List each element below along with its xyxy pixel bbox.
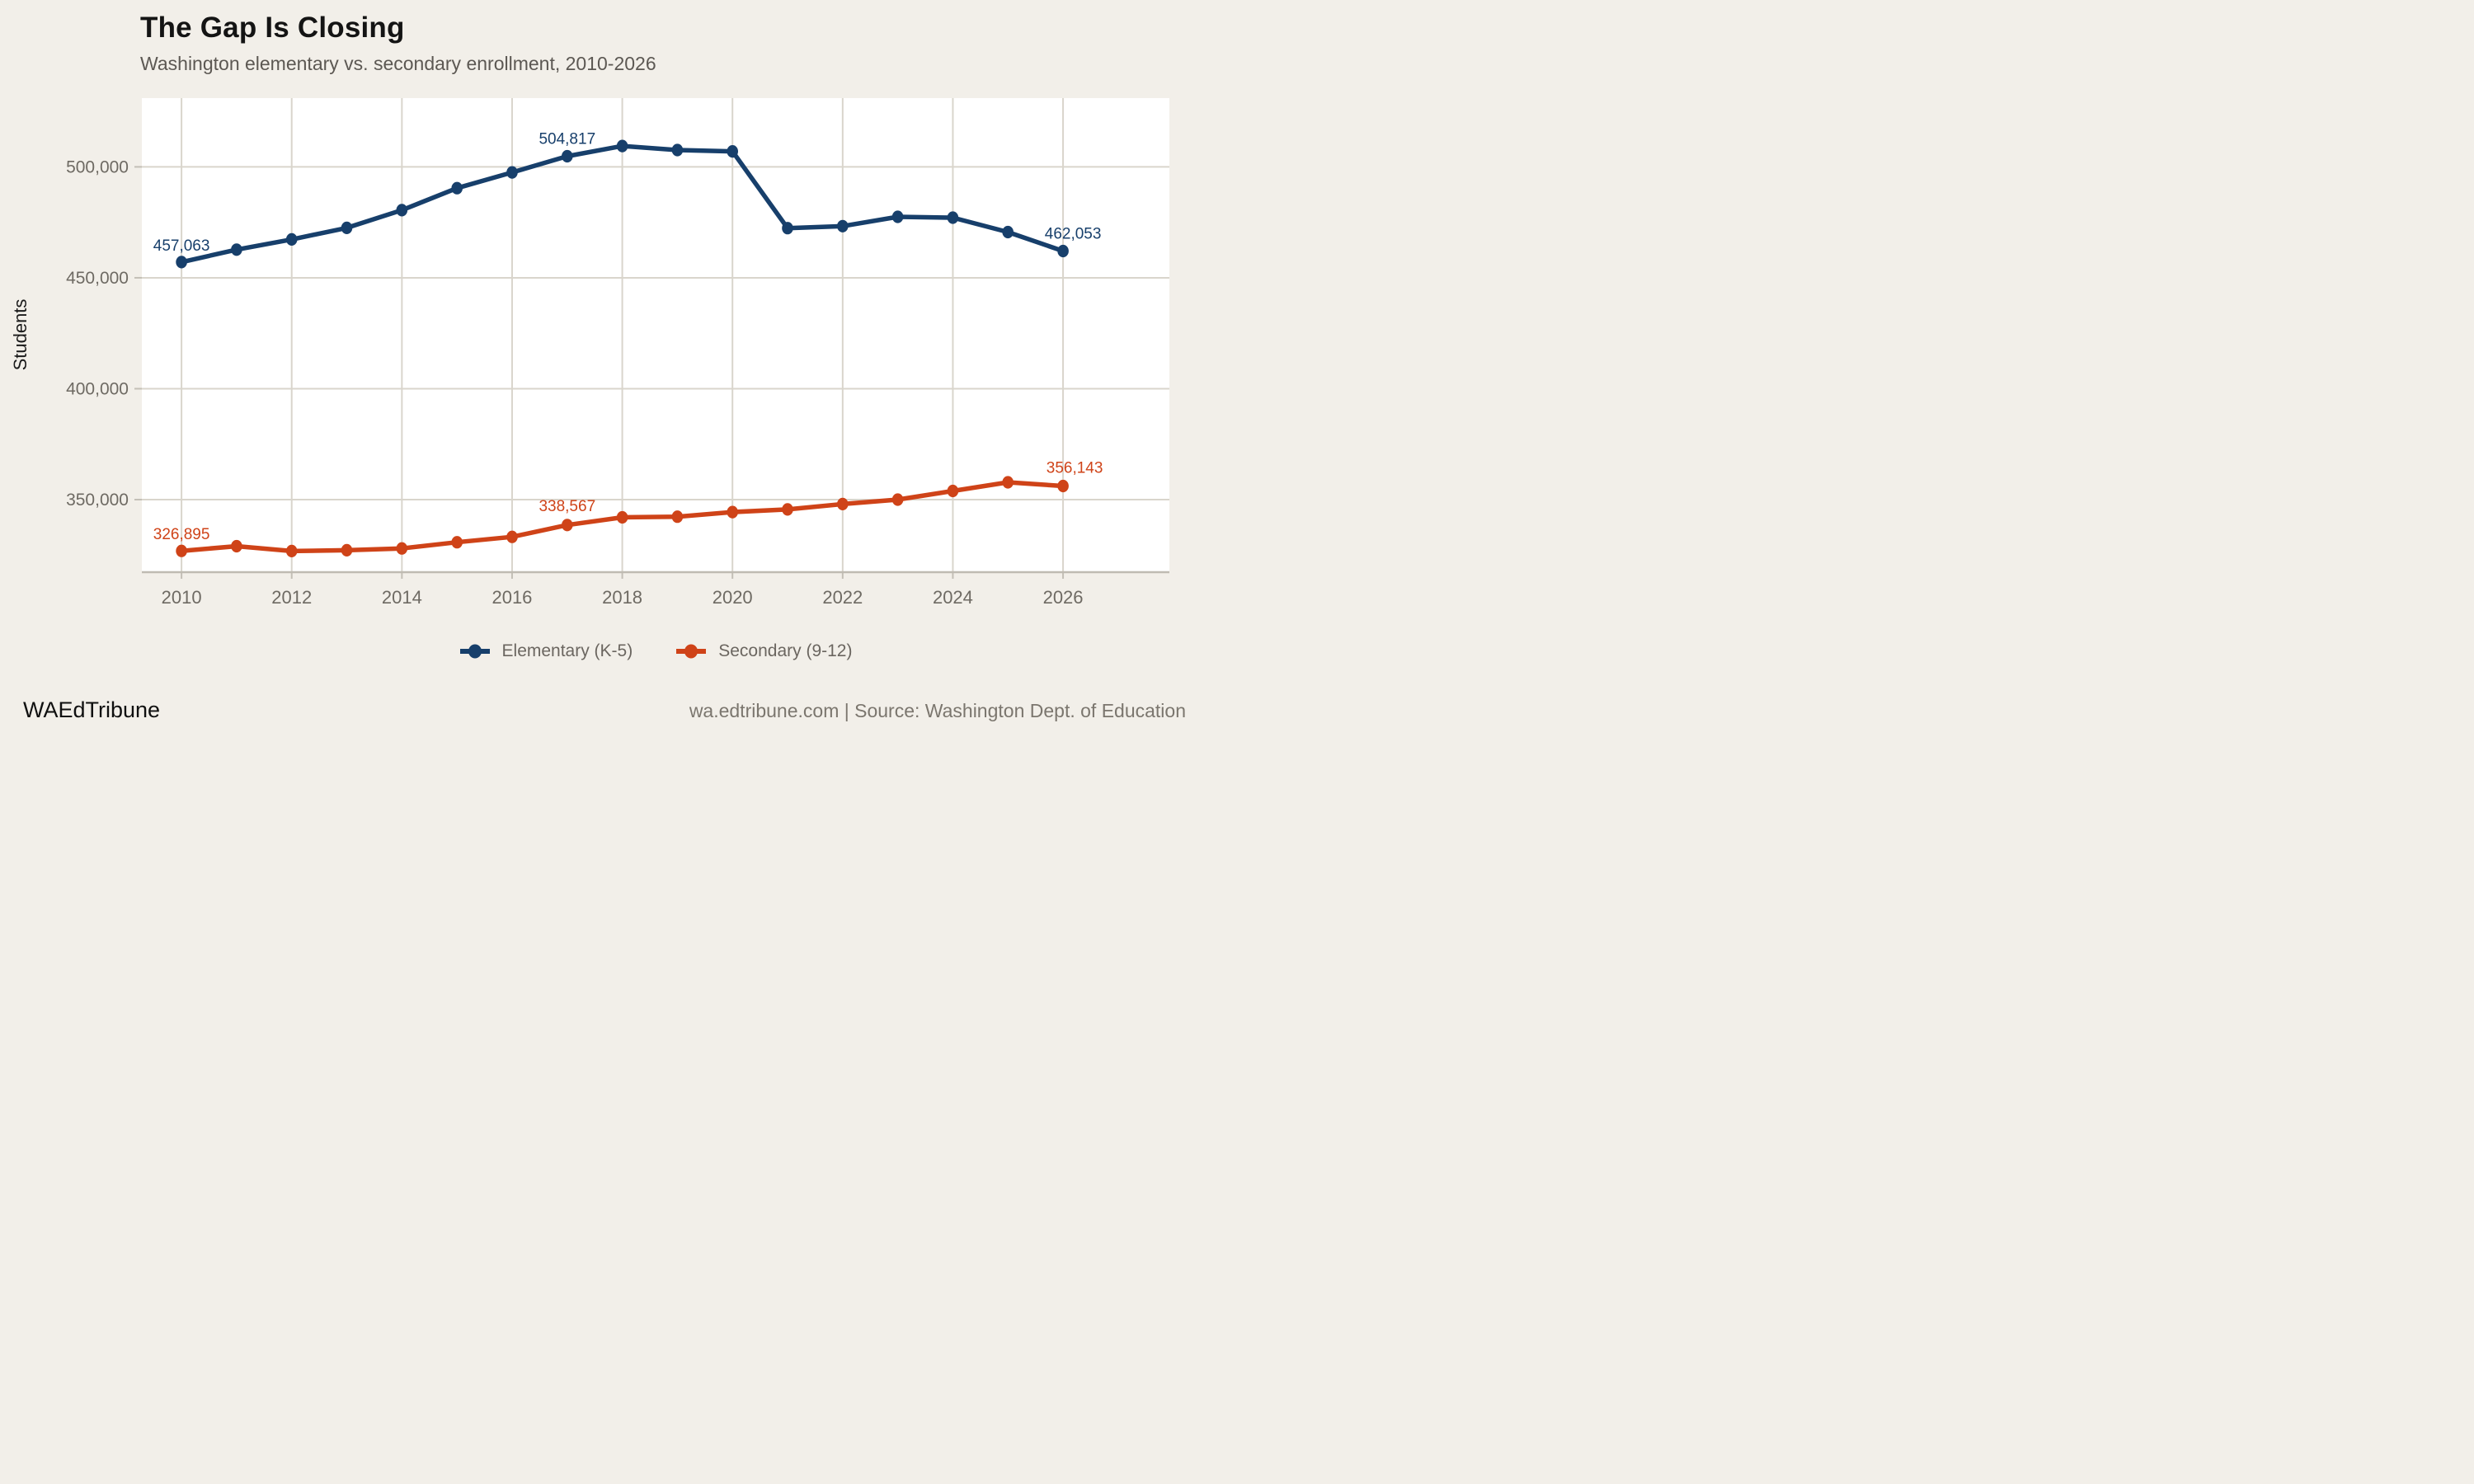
marker-elementary-2011: [231, 243, 242, 256]
tick-label-x-2010: 2010: [162, 587, 202, 608]
marker-elementary-2019: [671, 143, 684, 157]
tick-label-x-2014: 2014: [382, 587, 422, 608]
tick-label-y-400000: 400,000: [66, 379, 129, 398]
marker-secondary-2019: [671, 510, 684, 524]
tick-label-x-2024: 2024: [933, 587, 973, 608]
line-chart: 2010 2012 2014 2016 2018 2020 2022 2024 2026 350,…: [10, 98, 1169, 608]
chart-subtitle: Washington elementary vs. secondary enro…: [140, 53, 656, 74]
marker-secondary-2015: [451, 536, 463, 549]
marker-secondary-2022: [837, 497, 849, 511]
tick-label-x-2018: 2018: [602, 587, 642, 608]
marker-elementary-2021: [782, 222, 793, 235]
marker-secondary-2021: [782, 503, 793, 516]
secondary-legend-marker-icon: [676, 644, 707, 659]
marker-elementary-2014: [396, 204, 408, 217]
footer-source: wa.edtribune.com | Source: Washington De…: [689, 700, 1186, 721]
y-axis-title: Students: [10, 299, 31, 371]
marker-elementary-2016: [506, 166, 518, 179]
data-label-secondary-2017: 338,567: [539, 498, 595, 515]
tick-label-y-350000: 350,000: [66, 491, 129, 510]
tick-label-y-500000: 500,000: [66, 157, 129, 176]
tick-label-x-2016: 2016: [492, 587, 532, 608]
marker-elementary-2013: [341, 221, 353, 234]
tick-label-x-2020: 2020: [713, 587, 753, 608]
marker-secondary-2023: [891, 493, 904, 506]
legend-label-elementary: Elementary (K-5): [501, 641, 633, 660]
footer-brand: WAEdTribune: [23, 697, 161, 722]
marker-secondary-2017: [562, 519, 573, 532]
marker-elementary-2018: [616, 139, 628, 153]
legend-item-secondary: Secondary (9-12): [675, 641, 852, 661]
marker-secondary-2011: [231, 539, 242, 553]
data-label-elementary-2026: 462,053: [1045, 226, 1102, 243]
tick-label-x-2026: 2026: [1043, 587, 1084, 608]
marker-secondary-2014: [396, 542, 408, 555]
marker-elementary-2017: [562, 149, 573, 163]
marker-secondary-2020: [727, 505, 738, 519]
marker-elementary-2010: [176, 256, 187, 269]
marker-secondary-2013: [341, 543, 353, 557]
marker-elementary-2026: [1057, 244, 1069, 258]
marker-elementary-2020: [727, 145, 738, 158]
marker-secondary-2025: [1002, 476, 1014, 489]
legend-label-secondary: Secondary (9-12): [718, 641, 853, 660]
elementary-legend-marker-icon: [459, 644, 490, 659]
marker-secondary-2026: [1057, 479, 1069, 493]
data-label-elementary-2017: 504,817: [539, 131, 595, 148]
legend: Elementary (K-5) Secondary (9-12): [142, 641, 1169, 661]
marker-secondary-2024: [947, 484, 959, 498]
chart-title: The Gap Is Closing: [140, 12, 405, 44]
marker-secondary-2016: [506, 530, 518, 543]
footer: WAEdTribune wa.edtribune.com | Source: W…: [23, 697, 1186, 723]
marker-secondary-2010: [176, 544, 187, 557]
page: { "header": { "title": "The Gap Is Closi…: [0, 0, 1237, 742]
plot-area: [142, 98, 1169, 572]
marker-elementary-2023: [891, 210, 904, 223]
data-label-secondary-2026: 356,143: [1047, 460, 1103, 477]
tick-label-x-2012: 2012: [271, 587, 312, 608]
marker-elementary-2015: [451, 181, 463, 195]
tick-label-x-2022: 2022: [822, 587, 863, 608]
marker-secondary-2018: [616, 510, 628, 524]
data-label-secondary-2010: 326,895: [153, 526, 210, 543]
data-label-elementary-2010: 457,063: [153, 237, 210, 255]
marker-secondary-2012: [285, 544, 298, 558]
marker-elementary-2025: [1002, 225, 1014, 239]
marker-elementary-2022: [837, 219, 849, 232]
marker-elementary-2024: [947, 211, 959, 224]
marker-elementary-2012: [285, 232, 298, 246]
legend-item-elementary: Elementary (K-5): [459, 641, 633, 661]
tick-label-y-450000: 450,000: [66, 269, 129, 288]
